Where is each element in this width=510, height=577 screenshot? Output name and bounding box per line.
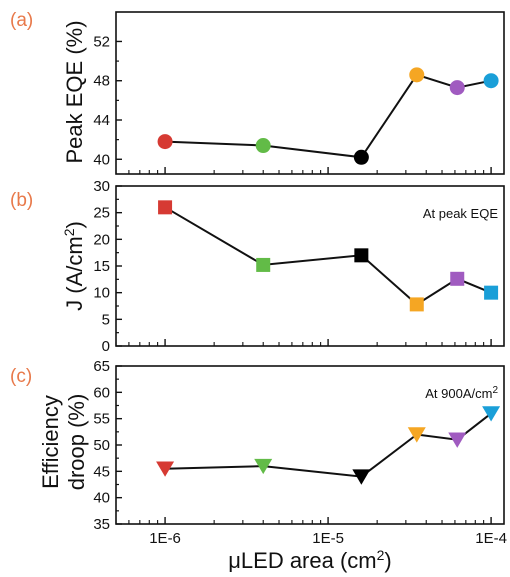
marker-a-5 — [483, 73, 499, 89]
marker-a-1 — [255, 138, 271, 154]
annotation-c-sup: 2 — [492, 385, 498, 396]
connector-line-a — [165, 73, 492, 159]
markers-a — [157, 67, 499, 165]
y-axis-label-a: Peak EQE (%) — [62, 20, 87, 163]
y-tick-label-b-5: 25 — [93, 205, 110, 222]
x-label-tail: ) — [384, 548, 391, 573]
marker-b-5 — [484, 285, 499, 300]
y-tick-label-c-0: 35 — [93, 516, 110, 533]
marker-b-3 — [409, 297, 424, 312]
x-label-main: μLED area (cm — [228, 548, 376, 573]
panel-c: (c) Efficiency droop (%) At 900A/cm2 35 4… — [10, 358, 507, 547]
x-ticks-b — [115, 339, 492, 346]
panel-a: (a) Peak EQE (%) 40 44 48 52 — [10, 10, 505, 175]
x-label-sup: 2 — [377, 547, 385, 563]
panel-b: (b) J (A/cm2) At peak EQE 0 5 10 15 20 25 30 — [10, 178, 505, 355]
y-tick-label-b-0: 0 — [102, 338, 110, 355]
marker-c-2 — [352, 469, 371, 485]
x-tick-label-0: 1E-6 — [149, 530, 181, 547]
y-axis-label-b: J (A/cm2) — [61, 221, 87, 311]
y-tick-label-a-2: 48 — [93, 73, 110, 90]
marker-b-1 — [256, 257, 271, 272]
y-label-b-main: J (A/cm — [62, 236, 87, 311]
x-tick-label-1: 1E-5 — [312, 530, 344, 547]
markers-c — [156, 406, 501, 485]
marker-c-1 — [254, 458, 273, 475]
markers-b — [158, 200, 499, 312]
marker-c-0 — [156, 461, 175, 477]
y-tick-label-b-2: 10 — [93, 285, 110, 302]
x-ticks-a — [115, 167, 492, 174]
y-tick-label-a-1: 44 — [93, 112, 110, 129]
marker-c-4 — [448, 432, 467, 448]
marker-c-5 — [482, 406, 501, 422]
marker-c-3 — [407, 427, 426, 443]
y-tick-label-b-4: 20 — [93, 231, 110, 248]
annotation-c-main: At 900A/cm — [425, 386, 492, 401]
y-tick-label-c-4: 55 — [93, 411, 110, 428]
y-tick-label-c-6: 65 — [93, 358, 110, 375]
y-tick-label-c-3: 50 — [93, 437, 110, 454]
connector-line-c — [165, 412, 492, 478]
y-ticks-a: 40 44 48 52 — [93, 33, 122, 168]
annotation-c: At 900A/cm2 — [425, 385, 498, 402]
y-tick-label-b-3: 15 — [93, 258, 110, 275]
marker-a-4 — [449, 80, 465, 96]
x-tick-label-2: 1E-4 — [475, 530, 507, 547]
y-tick-label-a-0: 40 — [93, 151, 110, 168]
panel-letter-a: (a) — [10, 10, 33, 31]
y-label-b-tail: ) — [62, 221, 87, 228]
y-axis-label-c-line1: Efficiency — [38, 395, 63, 489]
y-tick-label-c-5: 60 — [93, 384, 110, 401]
y-tick-label-a-3: 52 — [93, 33, 110, 50]
marker-a-3 — [409, 67, 425, 83]
y-ticks-c: 35 40 45 50 55 60 65 — [93, 358, 122, 533]
marker-b-0 — [158, 200, 173, 215]
marker-b-4 — [450, 271, 465, 286]
annotation-b: At peak EQE — [423, 206, 498, 221]
marker-a-2 — [353, 149, 369, 165]
connector-line-b — [164, 206, 492, 306]
y-tick-label-c-1: 40 — [93, 490, 110, 507]
y-axis-label-c-line2: droop (%) — [64, 394, 89, 491]
panel-letter-b: (b) — [10, 190, 33, 211]
y-tick-label-c-2: 45 — [93, 463, 110, 480]
x-ticks-c: 1E-6 1E-5 1E-4 — [115, 517, 507, 547]
marker-b-2 — [354, 248, 369, 263]
y-tick-label-b-1: 5 — [102, 311, 110, 328]
x-axis-label: μLED area (cm2) — [228, 547, 392, 573]
plot-frame-a — [115, 11, 505, 175]
y-label-b-sup: 2 — [61, 228, 77, 236]
y-tick-label-b-6: 30 — [93, 178, 110, 195]
y-ticks-b: 0 5 10 15 20 25 30 — [93, 178, 122, 355]
panel-letter-c: (c) — [10, 366, 32, 387]
marker-a-0 — [157, 134, 173, 150]
